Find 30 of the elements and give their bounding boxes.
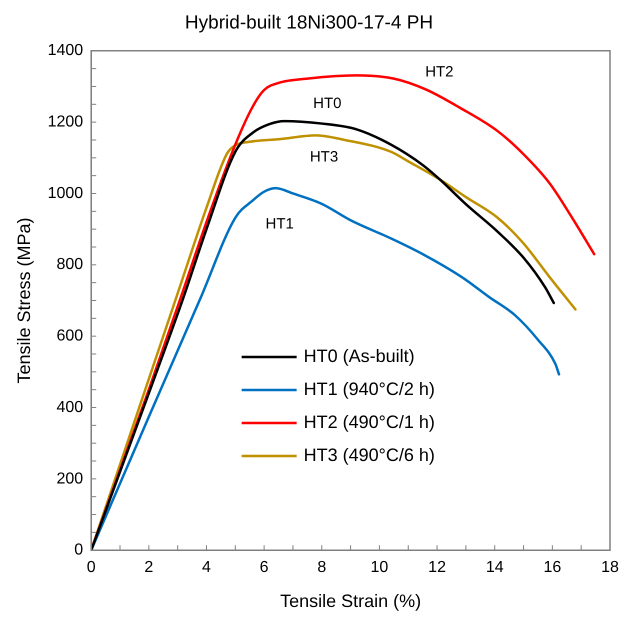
x-tick-label: 4 xyxy=(202,559,212,576)
y-tick-label: 1200 xyxy=(48,114,84,131)
x-tick-label: 12 xyxy=(428,559,446,576)
annotation: HT3 xyxy=(310,148,338,166)
y-axis-title: Tensile Stress (MPa) xyxy=(14,217,34,384)
x-tick-label: 14 xyxy=(486,559,504,576)
y-tick-label: 1400 xyxy=(48,42,84,60)
x-tick-label: 8 xyxy=(317,559,326,576)
annotation: HT0 xyxy=(313,95,342,112)
y-tick-label: 400 xyxy=(56,398,84,416)
legend-label: HT0 (As-built) xyxy=(304,346,415,366)
line-series xyxy=(91,186,560,550)
x-tick-label: 16 xyxy=(543,559,562,576)
y-tick-label: 200 xyxy=(56,470,84,488)
x-tick-label: 6 xyxy=(260,559,269,576)
y-tick-label: 0 xyxy=(74,542,84,559)
x-tick-label: 0 xyxy=(86,559,96,576)
legend-label: HT1 (940°C/2 h) xyxy=(304,378,435,399)
y-tick-label: 1000 xyxy=(48,184,84,202)
x-tick-label: 10 xyxy=(370,559,388,576)
x-tick-label: 18 xyxy=(601,559,619,576)
y-tick-label: 600 xyxy=(56,328,84,345)
x-tick-label: 2 xyxy=(144,559,154,576)
y-tick-label: 800 xyxy=(56,256,84,274)
x-axis-title: Tensile Strain (%) xyxy=(280,591,422,612)
chart-title: Hybrid-built 18Ni300-17-4 PH xyxy=(184,12,434,34)
legend-label: HT3 (490°C/6 h) xyxy=(304,444,435,465)
annotation: HT1 xyxy=(265,215,294,232)
annotation: HT2 xyxy=(425,64,454,81)
legend-label: HT2 (490°C/1 h) xyxy=(304,412,435,432)
